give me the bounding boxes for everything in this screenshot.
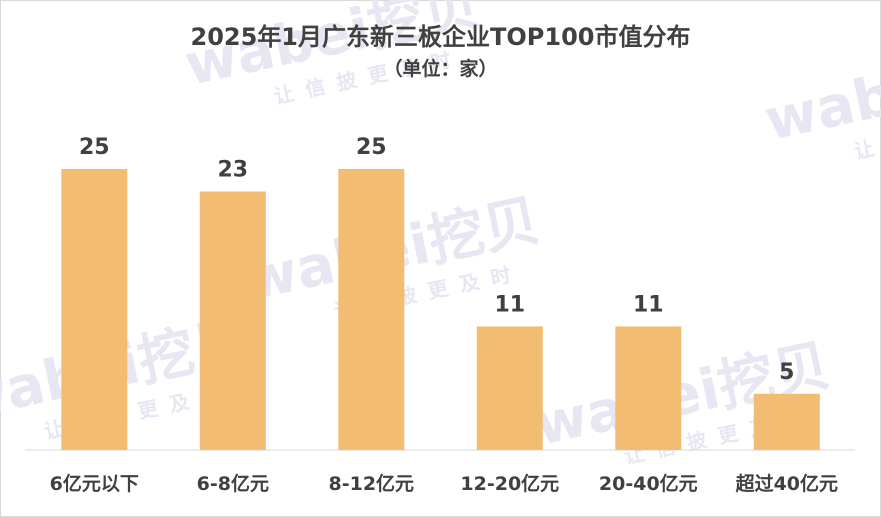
data-label-3: 11: [494, 292, 525, 317]
bar-5: [753, 393, 820, 450]
category-label-0: 6亿元以下: [50, 472, 139, 495]
category-label-4: 20-40亿元: [599, 472, 698, 495]
chart-title: 2025年1月广东新三板企业TOP100市值分布: [190, 23, 691, 51]
bar-4: [615, 326, 682, 450]
category-label-1: 6-8亿元: [197, 472, 269, 495]
chart-subtitle: （单位：家）: [383, 58, 498, 80]
category-label-5: 超过40亿元: [735, 472, 838, 495]
data-label-1: 23: [217, 158, 248, 183]
data-label-4: 11: [633, 292, 664, 317]
data-label-2: 25: [356, 135, 387, 160]
category-label-2: 8-12亿元: [329, 472, 415, 495]
data-label-5: 5: [779, 360, 794, 385]
data-label-0: 25: [79, 135, 110, 160]
bar-3: [476, 326, 543, 450]
category-label-3: 12-20亿元: [460, 472, 559, 495]
category-labels-group: 6亿元以下 6-8亿元 8-12亿元 12-20亿元 20-40亿元 超过40亿元: [50, 472, 838, 495]
bar-2: [338, 169, 405, 450]
bar-1: [199, 191, 266, 450]
bar-0: [61, 169, 128, 450]
bars-group: [61, 169, 820, 450]
data-labels-group: 25 23 25 11 11 5: [79, 135, 794, 385]
